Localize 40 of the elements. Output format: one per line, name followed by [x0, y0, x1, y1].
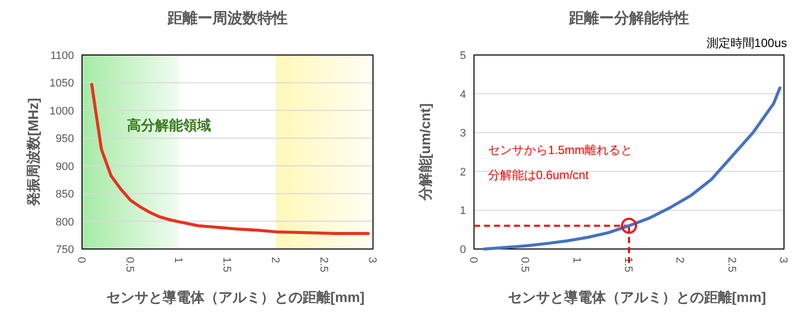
- y-tick-label: 4: [460, 88, 466, 101]
- x-tick-label: 0: [75, 257, 87, 264]
- x-axis-title: センサと導電体（アルミ）との距離[mm]: [106, 289, 365, 305]
- y-tick-label: 2: [460, 166, 466, 178]
- chart-title: 距離ー分解能特性: [568, 10, 689, 27]
- x-tick-label: 3: [777, 257, 789, 264]
- y-tick-label: 750: [56, 244, 74, 256]
- y-axis-title: 発振周波数[MHz]: [25, 98, 41, 208]
- x-axis-title: センサと導電体（アルミ）との距離[mm]: [508, 289, 766, 305]
- y-tick-label: 850: [56, 188, 74, 201]
- y-tick-label: 1100: [50, 50, 74, 62]
- x-tick-label: 1: [172, 257, 184, 264]
- chart-title: 距離ー周波数特性: [166, 10, 288, 27]
- y-tick-label: 800: [56, 216, 74, 228]
- line-series: [90, 82, 370, 235]
- y-tick-label: 1: [460, 205, 466, 218]
- y-tick-label: 950: [56, 133, 74, 146]
- band-label: 高分解能領域: [127, 117, 211, 133]
- y-tick-label: 0: [460, 244, 466, 256]
- text: 測定時間100us: [706, 36, 787, 50]
- y-tick-label: 1050: [50, 78, 74, 90]
- x-tick-label: 1.5: [220, 257, 232, 272]
- x-tick-label: 2.5: [318, 257, 330, 272]
- x-tick-label: 1.5: [622, 257, 634, 272]
- x-tick-label: 2: [269, 257, 281, 264]
- x-tick-label: 1: [570, 257, 582, 264]
- x-tick-label: 0.5: [124, 257, 136, 272]
- x-tick-label: 3: [366, 257, 378, 264]
- x-tick-label: 0.5: [518, 257, 531, 272]
- y-tick-label: 5: [460, 50, 466, 62]
- y-axis-title: 分解能[um/cnt]: [417, 103, 433, 202]
- x-tick-label: 0: [467, 257, 479, 264]
- line-series: [482, 86, 782, 250]
- x-tick-label: 2.5: [725, 257, 738, 272]
- x-tick-label: 2: [674, 257, 686, 264]
- y-tick-label: 1000: [50, 105, 74, 118]
- annotation: センサから1.5mm離れると: [488, 143, 633, 157]
- y-tick-label: 900: [56, 160, 74, 173]
- y-tick-label: 3: [460, 128, 466, 140]
- annotation: 分解能は0.6um/cnt: [488, 168, 590, 182]
